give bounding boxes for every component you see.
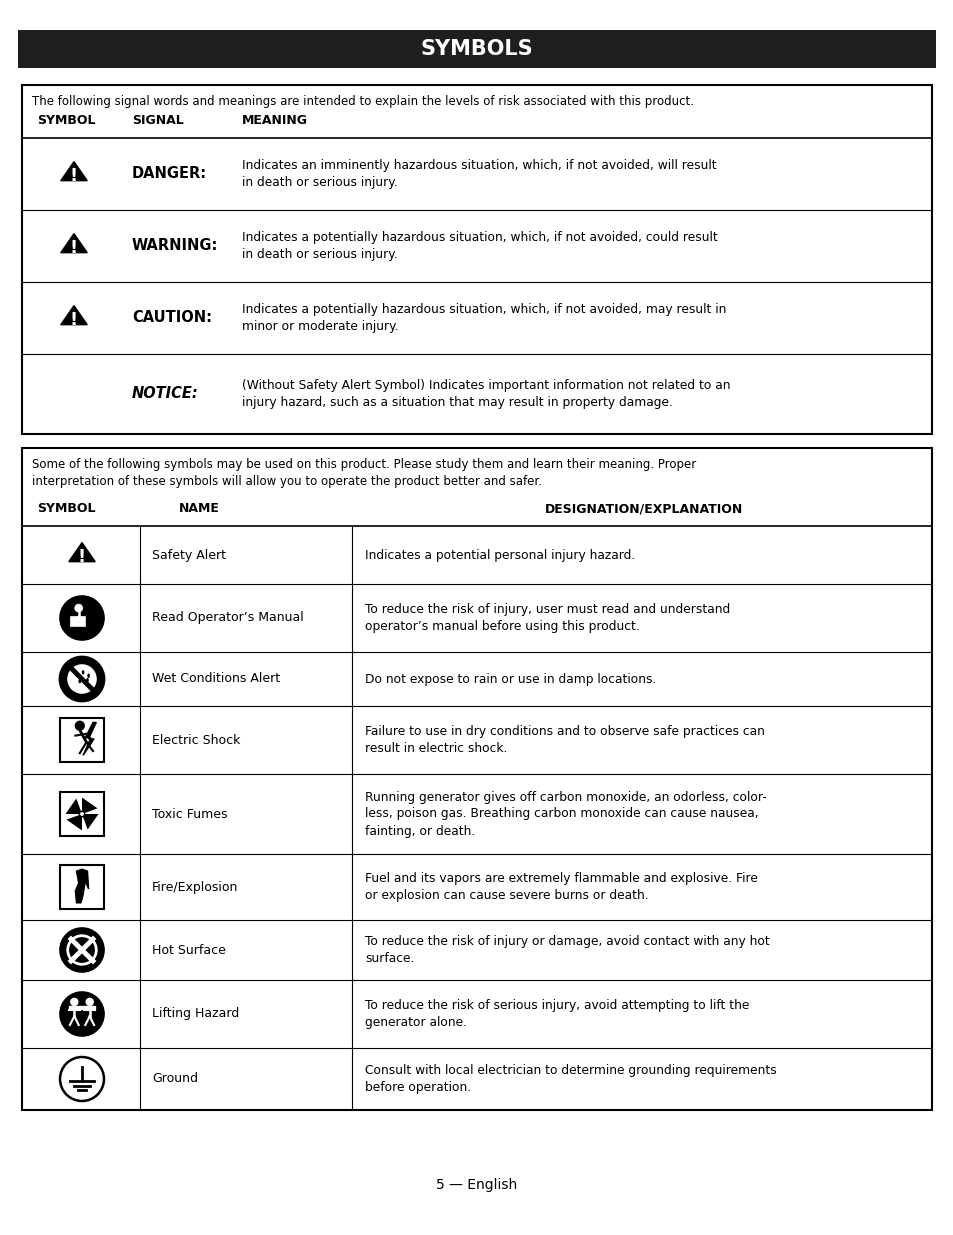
Text: 5 — English: 5 — English bbox=[436, 1178, 517, 1192]
Text: Hot Surface: Hot Surface bbox=[152, 944, 226, 956]
Polygon shape bbox=[82, 798, 97, 814]
Text: Indicates a potentially hazardous situation, which, if not avoided, could result: Indicates a potentially hazardous situat… bbox=[242, 231, 717, 262]
Text: Failure to use in dry conditions and to observe safe practices can
result in ele: Failure to use in dry conditions and to … bbox=[365, 725, 764, 755]
Text: !: ! bbox=[70, 238, 78, 257]
Text: !: ! bbox=[78, 548, 86, 566]
Circle shape bbox=[79, 811, 85, 816]
Bar bbox=[60, 792, 104, 836]
Text: The following signal words and meanings are intended to explain the levels of ri: The following signal words and meanings … bbox=[32, 95, 693, 107]
Polygon shape bbox=[69, 542, 95, 562]
Text: Indicates a potentially hazardous situation, which, if not avoided, may result i: Indicates a potentially hazardous situat… bbox=[242, 303, 725, 333]
Bar bbox=[70, 616, 85, 626]
Polygon shape bbox=[61, 162, 87, 180]
Text: Indicates a potential personal injury hazard.: Indicates a potential personal injury ha… bbox=[365, 548, 635, 562]
Text: To reduce the risk of serious injury, avoid attempting to lift the
generator alo: To reduce the risk of serious injury, av… bbox=[365, 999, 749, 1029]
Ellipse shape bbox=[75, 672, 78, 677]
Text: To reduce the risk of injury or damage, avoid contact with any hot
surface.: To reduce the risk of injury or damage, … bbox=[365, 935, 769, 965]
Ellipse shape bbox=[82, 671, 84, 674]
Text: Some of the following symbols may be used on this product. Please study them and: Some of the following symbols may be use… bbox=[32, 458, 696, 489]
Polygon shape bbox=[67, 815, 82, 830]
Bar bbox=[18, 30, 935, 68]
Bar bbox=[69, 1005, 95, 1009]
Text: Electric Shock: Electric Shock bbox=[152, 734, 240, 746]
Text: DESIGNATION/EXPLANATION: DESIGNATION/EXPLANATION bbox=[545, 501, 742, 515]
Bar bbox=[22, 85, 931, 433]
Text: !: ! bbox=[70, 167, 78, 185]
Circle shape bbox=[60, 1057, 104, 1100]
Text: To reduce the risk of injury, user must read and understand
operator’s manual be: To reduce the risk of injury, user must … bbox=[365, 603, 729, 634]
Text: CAUTION:: CAUTION: bbox=[132, 310, 212, 326]
Text: Consult with local electrician to determine grounding requirements
before operat: Consult with local electrician to determ… bbox=[365, 1065, 776, 1094]
Ellipse shape bbox=[86, 678, 89, 682]
Bar bbox=[60, 864, 104, 909]
Polygon shape bbox=[66, 799, 81, 814]
Bar bbox=[60, 718, 104, 762]
Polygon shape bbox=[61, 305, 87, 325]
Text: SYMBOLS: SYMBOLS bbox=[420, 40, 533, 59]
Polygon shape bbox=[83, 722, 96, 756]
Circle shape bbox=[60, 657, 104, 701]
Polygon shape bbox=[61, 233, 87, 253]
Text: NOTICE:: NOTICE: bbox=[132, 387, 198, 401]
Text: !: ! bbox=[70, 311, 78, 329]
Polygon shape bbox=[83, 814, 98, 830]
Circle shape bbox=[71, 998, 78, 1005]
Text: Fuel and its vapors are extremely flammable and explosive. Fire
or explosion can: Fuel and its vapors are extremely flamma… bbox=[365, 872, 757, 902]
Text: NAME: NAME bbox=[178, 501, 219, 515]
Circle shape bbox=[75, 721, 84, 730]
Text: Running generator gives off carbon monoxide, an odorless, color-
less, poison ga: Running generator gives off carbon monox… bbox=[365, 790, 766, 837]
Bar bbox=[22, 448, 931, 1110]
Text: Toxic Fumes: Toxic Fumes bbox=[152, 808, 227, 820]
Text: (Without Safety Alert Symbol) Indicates important information not related to an
: (Without Safety Alert Symbol) Indicates … bbox=[242, 379, 730, 409]
Text: Wet Conditions Alert: Wet Conditions Alert bbox=[152, 673, 280, 685]
Text: Ground: Ground bbox=[152, 1072, 198, 1086]
Text: Do not expose to rain or use in damp locations.: Do not expose to rain or use in damp loc… bbox=[365, 673, 656, 685]
Circle shape bbox=[60, 597, 104, 640]
Text: Read Operator’s Manual: Read Operator’s Manual bbox=[152, 611, 303, 625]
Circle shape bbox=[60, 992, 104, 1036]
Text: MEANING: MEANING bbox=[242, 114, 308, 127]
Text: SYMBOL: SYMBOL bbox=[37, 114, 95, 127]
Text: WARNING:: WARNING: bbox=[132, 238, 218, 253]
Text: Lifting Hazard: Lifting Hazard bbox=[152, 1008, 239, 1020]
Text: Indicates an imminently hazardous situation, which, if not avoided, will result
: Indicates an imminently hazardous situat… bbox=[242, 159, 716, 189]
Text: Safety Alert: Safety Alert bbox=[152, 548, 226, 562]
Circle shape bbox=[74, 604, 83, 613]
Text: SIGNAL: SIGNAL bbox=[132, 114, 184, 127]
Text: DANGER:: DANGER: bbox=[132, 167, 207, 182]
Circle shape bbox=[86, 998, 93, 1005]
Text: SYMBOL: SYMBOL bbox=[37, 501, 95, 515]
Text: Fire/Explosion: Fire/Explosion bbox=[152, 881, 238, 893]
Circle shape bbox=[66, 663, 98, 695]
Circle shape bbox=[60, 927, 104, 972]
Ellipse shape bbox=[87, 673, 90, 678]
Ellipse shape bbox=[78, 679, 81, 683]
Polygon shape bbox=[75, 869, 89, 903]
